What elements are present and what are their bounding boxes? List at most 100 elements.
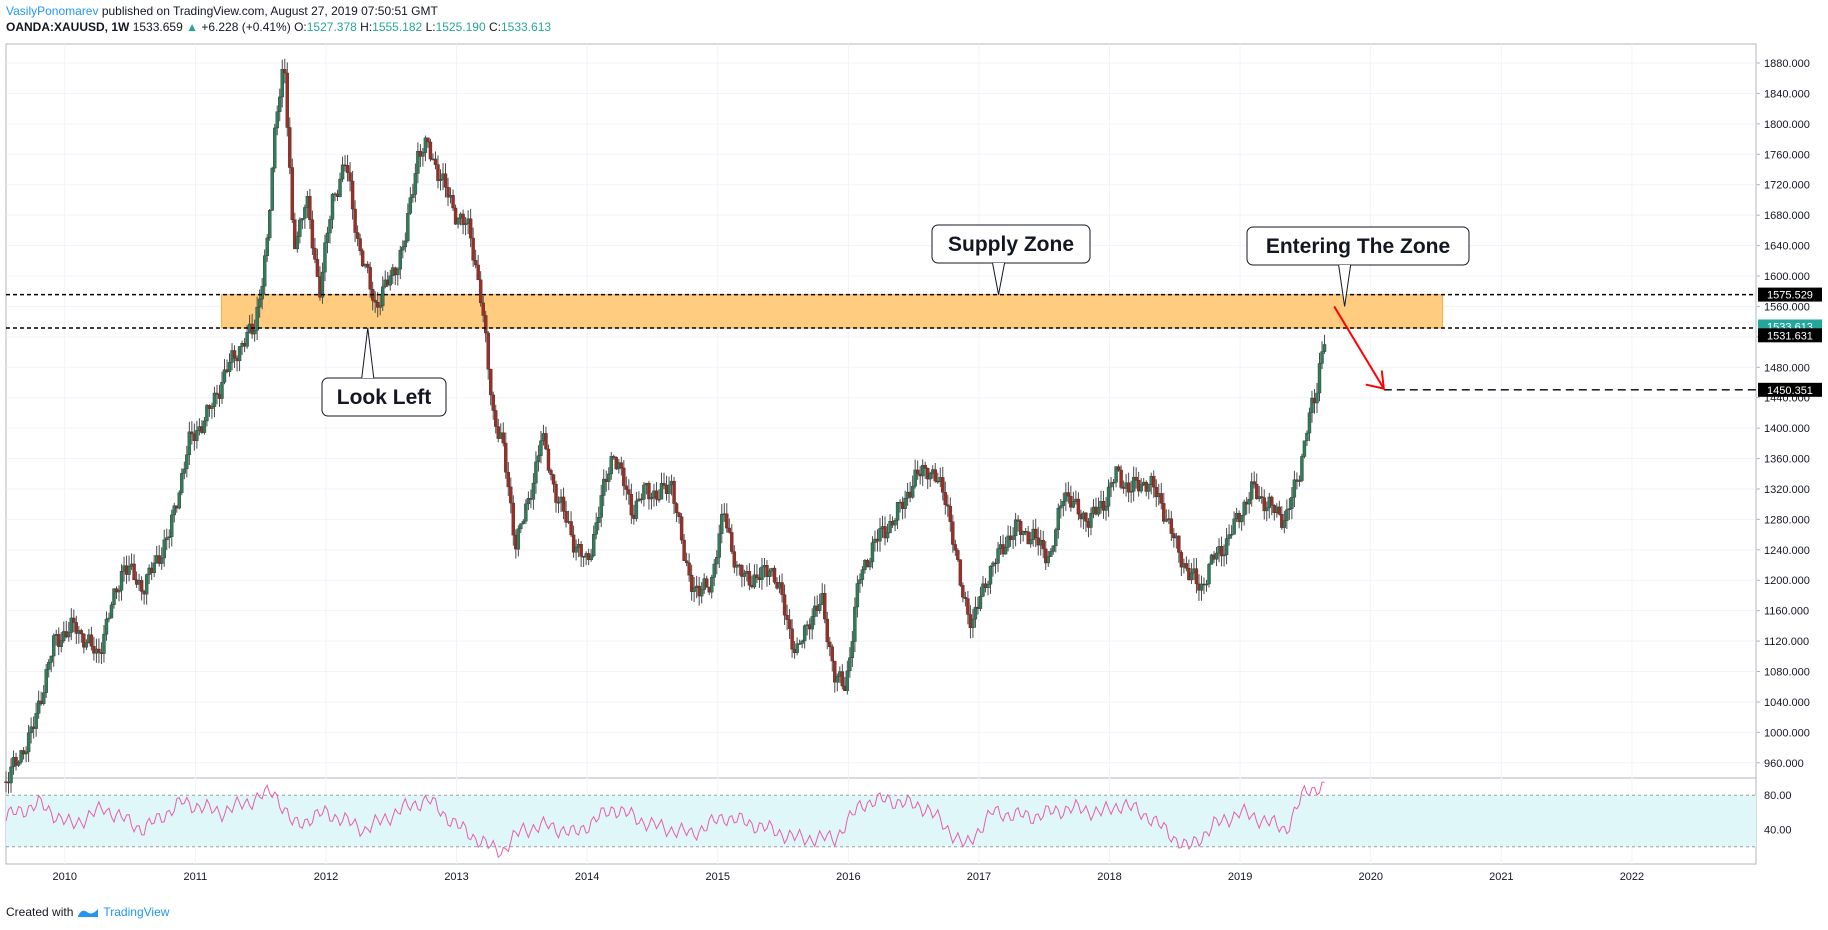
candle-body [1207,564,1211,585]
look-left-callout[interactable]: Look Left [321,327,447,417]
candle-body [599,495,603,518]
candle-body [358,238,362,252]
candle-body [928,473,932,480]
candle-body [539,440,543,456]
candle-body [167,536,171,538]
rsi-tick-label: 40.00 [1764,825,1792,837]
candle-body [1147,484,1151,492]
rsi-line [5,781,1325,858]
candle-body [381,286,385,307]
publish-info: published on TradingView.com, August 27,… [101,4,438,18]
candle-body [629,494,634,516]
candle-body [1011,535,1015,540]
candle-body [657,498,661,501]
candle-body [747,571,752,586]
candle-body [408,197,413,214]
candle-body [1114,466,1118,483]
candle-body [310,219,315,249]
candle-body [963,597,968,599]
candle-body [920,465,925,477]
candle-body [119,571,124,591]
candle-body [26,732,31,753]
candle-body [36,700,41,714]
candle-body [797,643,802,645]
candle-body [483,315,488,334]
annotations[interactable]: Supply Zone Entering The Zone Look Left [6,224,1756,417]
candle-body [569,521,573,536]
candle-body [1255,483,1259,500]
candle-body [524,503,528,522]
candle-body [44,669,48,693]
candle-body [298,219,302,237]
candle-body [268,210,272,239]
grid [5,43,1757,865]
candle-body [1018,521,1023,536]
candle-body [172,505,176,516]
candle-body [855,583,860,608]
candle-body [222,369,227,383]
candle-body [612,456,616,458]
candle-body [227,362,232,372]
y-tick-label: 1160.000 [1764,606,1809,618]
x-tick-label: 2017 [967,871,991,883]
candle-body [1262,497,1266,512]
candle-body [29,726,33,734]
candle-body [1292,479,1297,498]
candle-body [1104,505,1108,511]
candle-body [802,625,807,642]
candle-body [52,635,56,657]
price-badge: 1450.351 [1758,382,1822,397]
candle-body [84,642,89,648]
candle-body [1059,505,1063,509]
price-chart[interactable]: Supply Zone Entering The Zone Look Left 18… [0,0,1828,900]
candle-body [790,628,794,650]
author-link[interactable]: VasilyPonomarev [6,4,99,18]
candle-body [112,588,116,605]
y-tick-label: 1840.000 [1764,88,1810,100]
candle-body [107,617,111,620]
candle-body [609,456,613,475]
candle-body [682,539,686,561]
candle-body [501,432,505,444]
candle-body [860,569,865,580]
rsi-panel [5,781,1756,858]
candle-body [941,477,945,493]
candle-body [870,542,875,563]
candle-body [1209,554,1214,565]
candle-body [57,634,61,647]
candle-body [1003,547,1008,555]
candle-body [1071,501,1076,508]
candle-body [679,516,684,541]
candle-body [549,470,553,475]
candle-body [1089,513,1093,528]
candle-body [451,195,455,209]
y-tick-label: 1320.000 [1764,484,1810,496]
symbol-label: OANDA:XAUUSD, 1W [6,20,130,34]
candle-body [956,550,960,560]
candle-body [416,150,420,174]
candle-body [895,502,900,521]
candle-body [597,517,601,523]
candle-body [1242,501,1246,516]
candle-body [787,619,792,629]
candle-body [348,172,352,182]
candle-body [574,546,578,553]
entering-zone-callout-pointer [1338,264,1352,307]
supply-zone-rect[interactable] [220,294,1444,329]
candle-body [1106,486,1111,507]
x-tick-label: 2019 [1228,871,1252,883]
candle-body [1041,539,1045,550]
candle-body [1302,440,1307,457]
candle-body [1044,548,1048,564]
brand-link[interactable]: TradingView [103,905,170,919]
candle-body [473,260,478,266]
candle-body [988,565,993,585]
candle-body [981,583,985,597]
chart-frame [5,43,1757,865]
candle-body [252,330,257,335]
supply-zone-callout[interactable]: Supply Zone [931,224,1091,295]
candle-body [1061,501,1066,506]
candle-body [401,246,405,251]
entering-zone-callout[interactable]: Entering The Zone [1246,226,1470,307]
candle-body [602,478,606,496]
